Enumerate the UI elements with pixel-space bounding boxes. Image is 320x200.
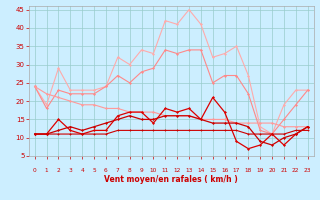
- X-axis label: Vent moyen/en rafales ( km/h ): Vent moyen/en rafales ( km/h ): [104, 175, 238, 184]
